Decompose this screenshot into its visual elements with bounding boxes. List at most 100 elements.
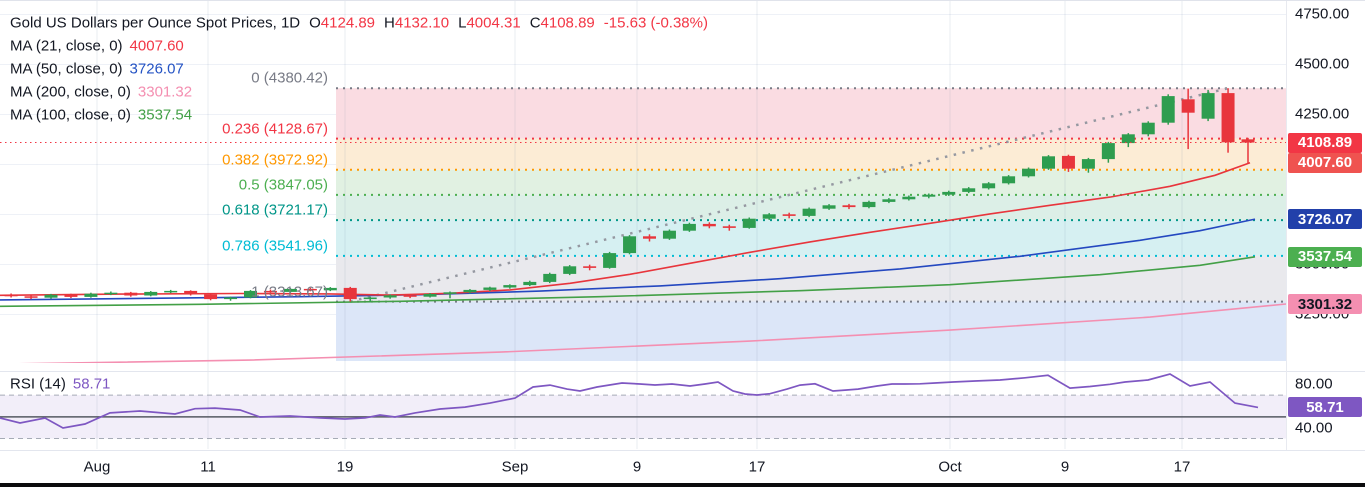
price-tick-label: 4500.00: [1295, 55, 1350, 73]
fib-level-label: 0 (4380.42): [251, 69, 328, 87]
fib-level-label: 0.236 (4128.67): [222, 120, 328, 138]
candle: [323, 287, 337, 291]
candle: [583, 266, 597, 268]
ma-legend-row[interactable]: MA (100, close, 0) 3537.54: [10, 107, 192, 124]
ma-legend-row[interactable]: MA (200, close, 0) 3301.32: [10, 84, 192, 101]
candle: [523, 281, 537, 286]
ohlc-item: -15.63 (-0.38%): [603, 14, 708, 32]
price-tick-label: 4250.00: [1295, 105, 1350, 123]
ma-legend-label: MA (50, close, 0): [10, 60, 123, 78]
time-axis-label: 11: [200, 458, 216, 476]
ma-lines: [0, 162, 1286, 363]
candle: [962, 188, 976, 192]
time-gridlines: [96, 1, 1183, 449]
candle: [224, 297, 238, 300]
candle: [1221, 93, 1235, 143]
candle: [862, 201, 876, 208]
ohlc-item: H4132.10: [384, 14, 450, 32]
fib-level-label: 0.382 (3972.92): [222, 151, 328, 169]
window-bottom-bar: [0, 483, 1365, 487]
candle: [902, 196, 916, 200]
time-axis[interactable]: Aug 11 19 Sep 9 17 Oct 9 17: [0, 451, 1365, 484]
candle: [244, 290, 257, 298]
candle: [403, 295, 417, 297]
candle: [1241, 139, 1255, 143]
ohlc-item: C4108.89: [529, 14, 595, 32]
ma-legend-value: 4007.60: [129, 37, 184, 55]
ohlc-item: O4124.89: [309, 14, 376, 32]
candle: [44, 294, 58, 298]
candle: [682, 223, 696, 231]
candle: [882, 199, 896, 202]
rsi-value: 58.71: [72, 375, 111, 393]
ma-legend-row[interactable]: MA (21, close, 0) 4007.60: [10, 38, 184, 55]
candle: [483, 287, 497, 290]
candle: [363, 297, 377, 300]
rsi-line: [0, 373, 1259, 429]
candle: [263, 290, 277, 293]
candle: [104, 292, 118, 295]
candle: [463, 289, 477, 293]
time-axis-label: 17: [748, 458, 766, 476]
candle: [603, 253, 617, 268]
candle: [4, 294, 18, 297]
candle: [702, 223, 716, 227]
price-axis[interactable]: 4750.004500.004250.003500.003250.0080.00…: [1287, 1, 1365, 451]
candle: [1022, 168, 1036, 177]
ma-legend-label: MA (21, close, 0): [10, 37, 123, 55]
time-axis-label: 9: [1060, 458, 1070, 476]
candle: [623, 236, 637, 254]
ma-legend-value: 3537.54: [137, 106, 193, 124]
ma-line-MA100: [0, 256, 1256, 308]
rsi-tick-label: 80.00: [1295, 375, 1333, 393]
fib-level-label: 0.5 (3847.05): [238, 176, 328, 194]
candle: [164, 290, 178, 293]
time-axis-label: 19: [336, 458, 354, 476]
candle: [1042, 156, 1055, 169]
axis-price-badge: 4007.60: [1288, 152, 1362, 173]
ma-legend-label: MA (200, close, 0): [10, 83, 131, 101]
candle: [1161, 96, 1175, 123]
fib-level-label: 1 (3313.67): [251, 283, 328, 301]
symbol-legend-row[interactable]: Gold US Dollars per Ounce Spot Prices, 1…: [10, 15, 708, 32]
fib-baseline-trendline: [349, 87, 1229, 303]
candle: [762, 214, 776, 219]
candle: [343, 287, 357, 300]
ma-legend-label: MA (100, close, 0): [10, 106, 131, 124]
candle: [144, 291, 158, 296]
candle: [742, 218, 756, 228]
ohlc-values: O4124.89 H4132.10 L4004.31 C4108.89 -15.63 (…: [300, 15, 708, 32]
candle: [1002, 176, 1016, 184]
candle: [503, 285, 517, 288]
rsi-label: RSI (14): [10, 375, 66, 393]
candle: [1061, 155, 1075, 169]
candle: [1121, 134, 1135, 144]
rsi-legend-row[interactable]: RSI (14) 58.71: [10, 376, 110, 393]
candle: [124, 292, 138, 296]
ohlc-item: L4004.31: [458, 14, 521, 32]
candles-layer: [4, 88, 1255, 302]
ma-legend-row[interactable]: MA (50, close, 0) 3726.07: [10, 61, 184, 78]
candle: [24, 296, 38, 298]
candle: [802, 208, 816, 216]
axis-price-badge: 4108.89: [1288, 132, 1362, 153]
pane-dividers: [0, 1, 1365, 451]
rsi-tick-label: 40.00: [1295, 419, 1333, 437]
candle: [662, 230, 676, 239]
candle: [64, 294, 78, 297]
fib-level-label: 0.786 (3541.96): [222, 237, 328, 255]
candle: [84, 293, 98, 297]
candle: [822, 205, 836, 209]
candle: [643, 236, 656, 239]
ma-line-MA200: [18, 303, 1286, 363]
candle: [303, 288, 317, 291]
time-axis-label: Sep: [501, 458, 529, 476]
axis-price-badge: 3537.54: [1288, 246, 1362, 267]
candle: [204, 294, 218, 300]
candle: [922, 194, 936, 197]
candle: [1081, 159, 1095, 169]
candle: [982, 183, 996, 189]
candle: [563, 266, 577, 274]
